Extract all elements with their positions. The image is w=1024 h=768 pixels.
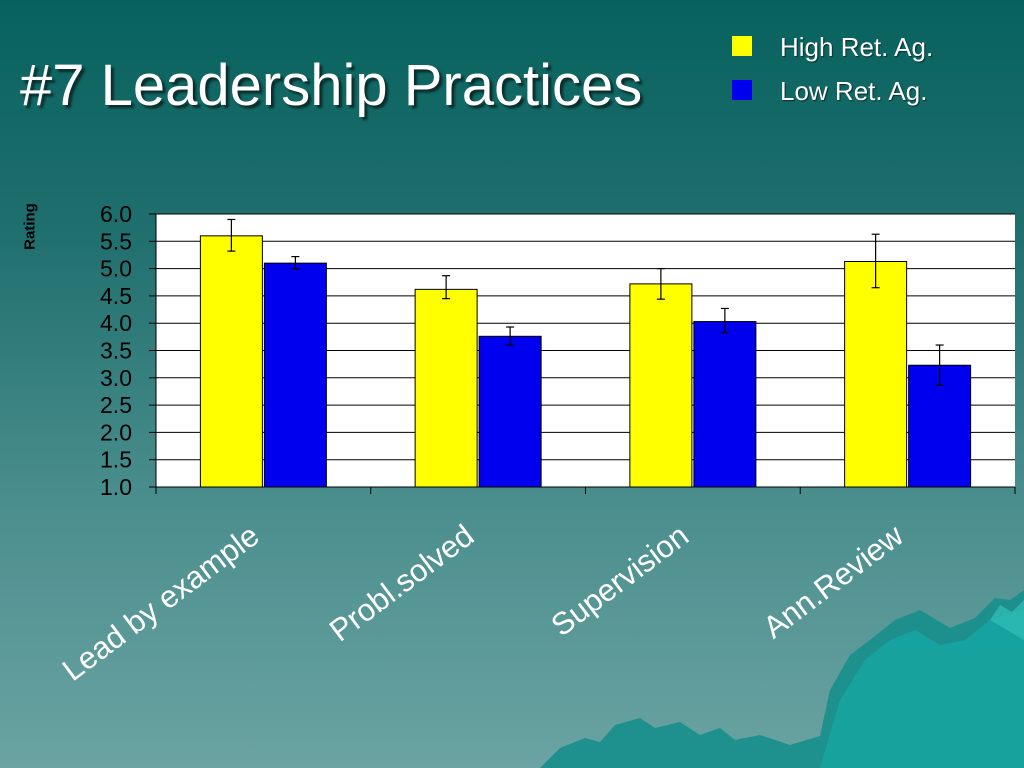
legend-swatch-low bbox=[732, 80, 752, 100]
y-tick-label: 5.0 bbox=[100, 256, 132, 282]
y-tick-label: 4.5 bbox=[100, 283, 132, 309]
y-tick-label: 5.5 bbox=[100, 228, 132, 254]
y-tick-label: 2.5 bbox=[100, 392, 132, 418]
y-tick-label: 6.0 bbox=[100, 201, 132, 227]
x-category-label: Supervision bbox=[545, 518, 695, 643]
legend-label-high: High Ret. Ag. bbox=[780, 32, 934, 62]
y-tick-label: 2.0 bbox=[100, 419, 132, 445]
y-tick-label: 3.5 bbox=[100, 338, 132, 364]
bar-high-1 bbox=[199, 235, 263, 488]
slide-title: #7 Leadership Practices bbox=[20, 53, 643, 118]
y-tick-label: 3.0 bbox=[100, 365, 132, 391]
bar-low-1 bbox=[263, 262, 327, 488]
x-category-label: Ann.Review bbox=[757, 517, 911, 645]
bar-high-2 bbox=[414, 288, 478, 488]
legend-label-low: Low Ret. Ag. bbox=[780, 76, 928, 106]
y-tick-label: 4.0 bbox=[100, 310, 132, 336]
x-category-label: Probl.solved bbox=[323, 518, 480, 649]
legend-swatch-high bbox=[732, 36, 752, 56]
y-tick-label: 1.0 bbox=[100, 474, 132, 500]
bar-low-2 bbox=[478, 335, 542, 488]
bar-low-3 bbox=[693, 321, 757, 488]
bar-high-4 bbox=[844, 261, 908, 488]
x-category-label: Lead by example bbox=[56, 518, 266, 688]
y-tick-label: 1.5 bbox=[100, 447, 132, 473]
bar-high-3 bbox=[629, 283, 693, 488]
